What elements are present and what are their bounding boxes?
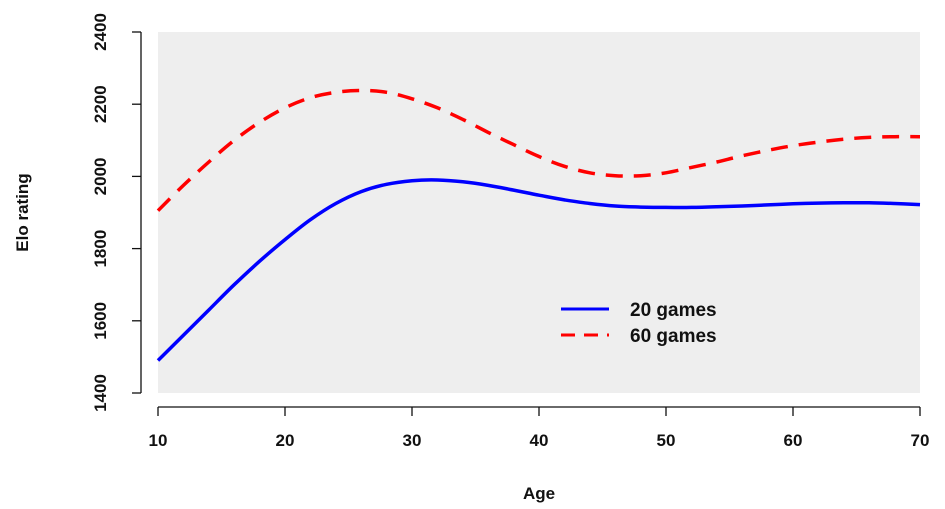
- y-tick-label: 2200: [91, 85, 110, 123]
- y-tick-label: 1800: [91, 230, 110, 268]
- y-tick-label: 1400: [91, 374, 110, 412]
- x-tick-label: 40: [530, 431, 549, 450]
- y-tick-label: 1600: [91, 302, 110, 340]
- plot-background: [158, 32, 920, 393]
- x-tick-label: 20: [276, 431, 295, 450]
- axes-layer: 10 20 30 40 50 60 70 1400 1600 1800 2000 2200 2400: [91, 13, 929, 450]
- legend: 20 games 60 games: [561, 300, 717, 347]
- x-axis-title: Age: [523, 484, 555, 503]
- x-tick-label: 50: [657, 431, 676, 450]
- legend-label-60-games: 60 games: [630, 326, 717, 347]
- x-tick-label: 60: [784, 431, 803, 450]
- y-tick-label: 2000: [91, 157, 110, 195]
- y-tick-label: 2400: [91, 13, 110, 51]
- y-axis-title: Elo rating: [13, 173, 32, 251]
- series-layer: [156, 88, 921, 362]
- series-line-20-games: [156, 178, 921, 362]
- legend-label-20-games: 20 games: [630, 300, 717, 321]
- series-line-60-games: [156, 88, 921, 212]
- x-tick-label: 30: [403, 431, 422, 450]
- x-tick-label: 70: [911, 431, 930, 450]
- x-tick-label: 10: [149, 431, 168, 450]
